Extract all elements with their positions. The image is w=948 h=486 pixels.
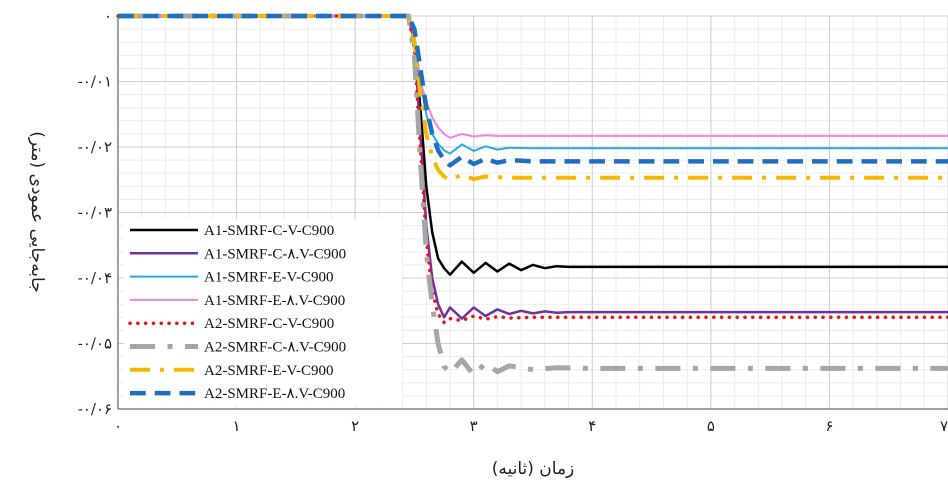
series-line-a1-smrf-c-v-c900 [118, 14, 948, 276]
y-tick-label: -۰/۰۲ [78, 138, 112, 156]
y-tick-label: -۰/۰۳ [78, 204, 112, 222]
x-tick-label: ۵ [707, 417, 715, 435]
legend-background [124, 219, 402, 407]
series-layer [116, 13, 948, 378]
legend-label: A2-SMRF-E-۸.V-C900 [204, 386, 345, 402]
x-tick-label: ۰ [114, 417, 122, 435]
y-tick-label: -۰/۰۶ [78, 400, 112, 418]
y-tick-label: -۰/۰۱ [78, 73, 112, 91]
x-tick-label: ۷ [940, 417, 948, 435]
legend-label: A1-SMRF-C-V-C900 [204, 223, 334, 239]
x-tick-label: ۳ [470, 417, 478, 435]
y-tick-label: -۰/۰۵ [78, 335, 112, 353]
legend-label: A2-SMRF-C-۸.V-C900 [204, 340, 346, 356]
series-line-a2-smrf-c-v-c900 [118, 13, 948, 378]
legend-label: A1-SMRF-C-۸.V-C900 [204, 246, 346, 262]
series-line-a2-smrf-c-v-c900 [116, 14, 948, 325]
x-tick-labels: ۰ ۱ ۲ ۳ ۴ ۵ ۶ ۷ [114, 417, 948, 435]
series-line-a2-smrf-e-v-c900 [118, 14, 948, 182]
x-axis-title: زمان (ثانیه) [492, 459, 575, 479]
y-tick-labels: ۰ -۰/۰۱ -۰/۰۲ -۰/۰۳ -۰/۰۴ -۰/۰۵ -۰/۰۶ [78, 7, 112, 418]
x-tick-label: ۱ [233, 417, 241, 435]
legend-label: A2-SMRF-C-V-C900 [204, 316, 334, 332]
y-axis-title: جابه‌جایی عمودی (متر) [27, 131, 47, 292]
legend-label: A1-SMRF-E-۸.V-C900 [204, 293, 345, 309]
legend: A1-SMRF-C-V-C900 A1-SMRF-C-۸.V-C900 A1-SMR… [124, 219, 402, 407]
y-tick-label: -۰/۰۴ [78, 269, 112, 287]
legend-label: A1-SMRF-E-V-C900 [204, 270, 333, 286]
series-line-a2-smrf-e-v-c900 [118, 13, 948, 168]
x-tick-label: ۶ [825, 417, 833, 435]
y-tick-label: ۰ [104, 7, 112, 25]
x-tick-label: ۲ [351, 417, 359, 435]
x-tick-label: ۴ [588, 417, 596, 435]
legend-label: A2-SMRF-E-V-C900 [204, 363, 333, 379]
